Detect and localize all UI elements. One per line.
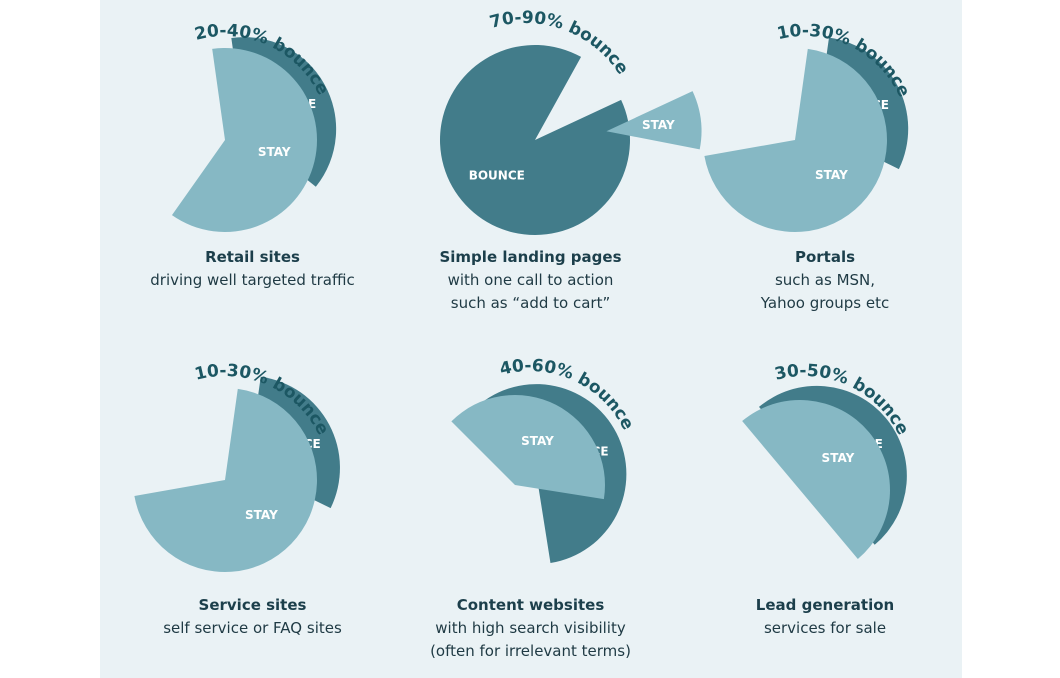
pie-chart-content-websites-svg: BOUNCESTAY40-60% bounce [451, 356, 638, 563]
pie-chart-lead-generation: BOUNCESTAY30-50% bounce [700, 350, 950, 590]
slice-label-bounce: BOUNCE [469, 169, 525, 183]
pie-chart-service-sites-svg: BOUNCESTAY10-30% bounce [134, 361, 340, 572]
caption-title: Content websites [456, 596, 605, 614]
pie-chart-retail-sites: BOUNCESTAY20-40% bounce [120, 10, 370, 250]
slice-label-stay: STAY [642, 118, 675, 132]
pie-chart-lead-generation-svg: BOUNCESTAY30-50% bounce [742, 361, 913, 559]
pie-chart-simple-landing-pages: BOUNCE STAY 70-90% bounce [400, 8, 702, 250]
caption-title: Portals [794, 248, 856, 266]
pie-slice-bounce [440, 45, 630, 235]
slice-label-stay: STAY [521, 434, 554, 448]
pie-chart-content-websites: BOUNCESTAY40-60% bounce [400, 350, 660, 590]
caption-simple-landing-pages: Simple landing pages with one call to ac… [393, 246, 668, 315]
caption-line: services for sale [763, 619, 887, 637]
pie-chart-portals: BOUNCESTAY10-30% bounce [700, 10, 950, 250]
caption-line: such as “add to cart” [450, 294, 611, 312]
pie-slice-stay [742, 400, 890, 559]
pie-slice-stay [704, 48, 887, 232]
caption-retail-sites: Retail sites driving well targeted traff… [110, 246, 395, 292]
caption-portals: Portals such as MSN, Yahoo groups etc [690, 246, 960, 315]
caption-line: such as MSN, [774, 271, 876, 289]
caption-line: (often for irrelevant terms) [430, 642, 631, 660]
caption-title: Service sites [198, 596, 307, 614]
caption-line: self service or FAQ sites [163, 619, 342, 637]
pie-chart-retail-sites-svg: BOUNCESTAY20-40% bounce [171, 21, 337, 232]
caption-lead-generation: Lead generation services for sale [690, 594, 960, 640]
caption-title: Retail sites [205, 248, 300, 266]
caption-title: Lead generation [755, 596, 895, 614]
slice-label-stay: STAY [245, 508, 278, 522]
pie-slice-stay [171, 48, 317, 232]
caption-line: with high search visibility [435, 619, 626, 637]
pie-slice-stay [134, 388, 317, 572]
caption-line: with one call to action [447, 271, 614, 289]
slice-label-stay: STAY [815, 168, 848, 182]
pie-slice-stay [606, 91, 702, 150]
slice-label-stay: STAY [822, 451, 855, 465]
caption-line: Yahoo groups etc [760, 294, 890, 312]
caption-content-websites: Content websites with high search visibi… [393, 594, 668, 663]
pie-chart-service-sites: BOUNCESTAY10-30% bounce [120, 350, 370, 590]
caption-title: Simple landing pages [439, 248, 622, 266]
pie-chart-portals-svg: BOUNCESTAY10-30% bounce [704, 21, 914, 232]
slice-label-stay: STAY [258, 145, 291, 159]
caption-line: driving well targeted traffic [150, 271, 355, 289]
pie-slice-stay [451, 395, 605, 500]
caption-service-sites: Service sites self service or FAQ sites [110, 594, 395, 640]
